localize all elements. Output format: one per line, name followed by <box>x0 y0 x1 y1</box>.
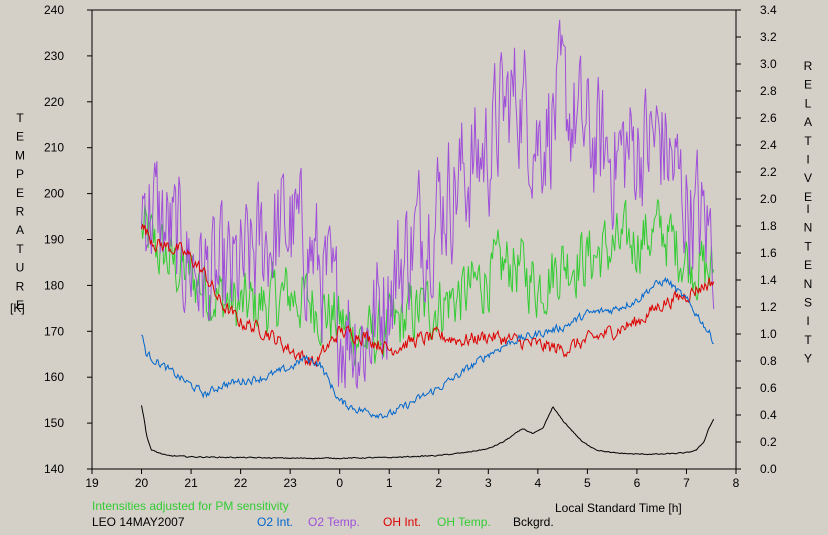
y-left-tick-label: 190 <box>44 233 64 247</box>
y-left-title-letter: E <box>16 186 24 200</box>
y-left-tick-label: 170 <box>44 324 64 338</box>
y-left-tick-label: 240 <box>44 3 64 17</box>
axes-layer: 19 20 21 22 23 0 1 2 3 4 5 6 7 8140150160170180190200… <box>44 3 777 490</box>
x-tick-label: 3 <box>485 476 492 490</box>
x-tick-label: 19 <box>85 476 99 490</box>
legend-entry: Bckgrd. <box>513 515 554 529</box>
y-right-title-letter: A <box>804 115 812 129</box>
y-right-title-letter: E <box>804 78 812 92</box>
y-right-title-letter: L <box>805 96 812 110</box>
y-right-title-letter: I <box>806 202 809 216</box>
y-right-title-letter: S <box>804 296 812 310</box>
y-right-title-letter: T <box>804 239 812 253</box>
y-right-title-letter: N <box>804 221 813 235</box>
y-right-title-letter: E <box>804 258 812 272</box>
x-tick-label: 6 <box>634 476 641 490</box>
y-right-title-letter: T <box>804 333 812 347</box>
y-right-tick-label: 1.0 <box>760 327 777 341</box>
x-tick-label: 5 <box>584 476 591 490</box>
y-left-title-letter: A <box>16 223 24 237</box>
y-right-tick-label: 2.6 <box>760 111 777 125</box>
y-right-tick-label: 2.2 <box>760 165 777 179</box>
y-right-title-letter: N <box>804 277 813 291</box>
legend-entry: O2 Temp. <box>308 515 360 529</box>
series-layer <box>141 19 715 460</box>
x-axis-title: Local Standard Time [h] <box>555 501 682 515</box>
y-right-tick-label: 0.0 <box>760 462 777 476</box>
series-line-3 <box>141 199 715 366</box>
y-right-tick-label: 1.6 <box>760 246 777 260</box>
y-left-title-letter: T <box>16 242 24 256</box>
y-left-title-letter: E <box>16 298 24 312</box>
x-tick-label: 21 <box>184 476 198 490</box>
y-right-tick-label: 3.2 <box>760 30 777 44</box>
y-left-tick-label: 230 <box>44 49 64 63</box>
y-left-tick-label: 140 <box>44 462 64 476</box>
series-line-2 <box>141 224 715 367</box>
x-tick-label: 1 <box>386 476 393 490</box>
legend-entry: O2 Int. <box>257 515 293 529</box>
y-left-title-letter: E <box>16 130 24 144</box>
y-right-title-letter: Y <box>804 352 812 366</box>
y-right-title-letter: T <box>804 134 812 148</box>
y-left-tick-label: 180 <box>44 278 64 292</box>
y-left-title-letter: R <box>16 279 25 293</box>
y-right-title-letter: I <box>806 153 809 167</box>
y-right-tick-label: 0.4 <box>760 408 777 422</box>
y-left-tick-label: 200 <box>44 187 64 201</box>
series-line-1 <box>141 19 715 389</box>
x-tick-label: 4 <box>535 476 542 490</box>
y-left-title-letter: U <box>16 261 25 275</box>
y-right-tick-label: 0.8 <box>760 354 777 368</box>
series-line-0 <box>141 276 714 420</box>
legend-entry: OH Temp. <box>437 515 491 529</box>
legend-entry: OH Int. <box>383 515 421 529</box>
y-right-title-letter: I <box>806 314 809 328</box>
y-left-title-letter: T <box>16 111 24 125</box>
y-left-title-letter: R <box>16 205 25 219</box>
y-right-tick-label: 0.6 <box>760 381 777 395</box>
y-right-tick-label: 1.8 <box>760 219 777 233</box>
y-left-tick-label: 160 <box>44 370 64 384</box>
y-right-tick-label: 3.0 <box>760 57 777 71</box>
y-right-title-letter: V <box>804 171 812 185</box>
y-left-tick-label: 220 <box>44 95 64 109</box>
y-right-tick-label: 2.4 <box>760 138 777 152</box>
y-right-tick-label: 1.2 <box>760 300 777 314</box>
pm-sensitivity-note: Intensities adjusted for PM sensitivity <box>92 499 289 513</box>
left-axis-unit: [K] <box>10 301 25 315</box>
y-right-tick-label: 1.4 <box>760 273 777 287</box>
y-left-title-letter: M <box>15 148 25 162</box>
y-left-tick-label: 150 <box>44 416 64 430</box>
x-tick-label: 0 <box>336 476 343 490</box>
y-right-tick-label: 3.4 <box>760 3 777 17</box>
y-right-tick-label: 0.2 <box>760 435 777 449</box>
station-label: LEO 14MAY2007 <box>92 515 185 529</box>
y-right-title-letter: E <box>804 190 812 204</box>
y-left-title-letter: P <box>16 167 24 181</box>
x-tick-label: 20 <box>135 476 149 490</box>
series-line-4 <box>141 405 715 460</box>
x-tick-label: 23 <box>283 476 297 490</box>
x-tick-label: 7 <box>683 476 690 490</box>
x-tick-label: 2 <box>435 476 442 490</box>
x-tick-label: 22 <box>234 476 248 490</box>
y-left-tick-label: 210 <box>44 141 64 155</box>
y-right-title-letter: R <box>804 59 813 73</box>
y-right-tick-label: 2.0 <box>760 192 777 206</box>
y-right-tick-label: 2.8 <box>760 84 777 98</box>
x-tick-label: 8 <box>733 476 740 490</box>
